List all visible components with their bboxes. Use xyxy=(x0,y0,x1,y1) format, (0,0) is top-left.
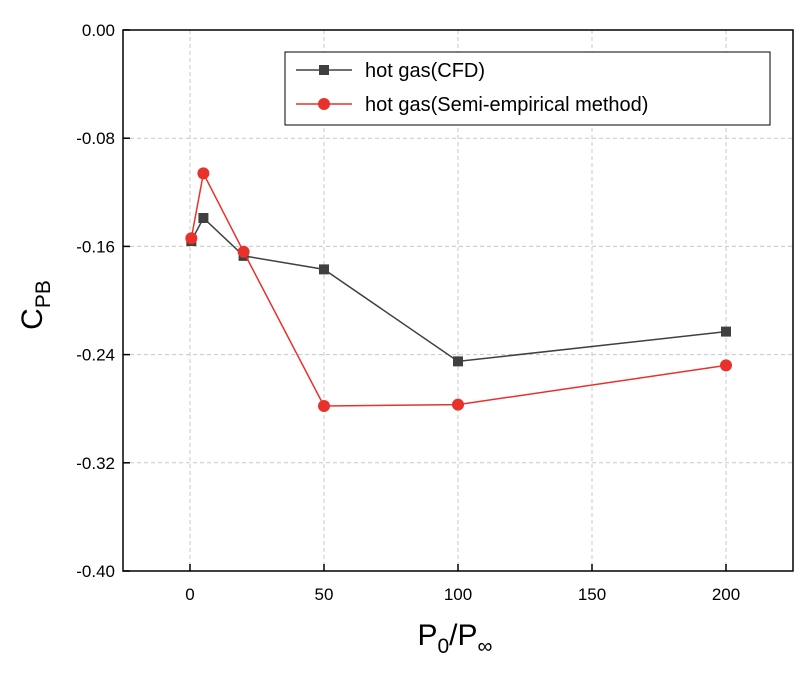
series-point-square xyxy=(198,212,209,223)
axis-ticks: 0 50 100 150 200 0.00 -0.08 -0.16 -0.24 -0.32 -0.4… xyxy=(76,21,740,604)
y-axis-title-main: C xyxy=(16,308,49,330)
series-point-circle xyxy=(197,167,210,180)
series xyxy=(185,167,732,412)
series-point-circle xyxy=(452,398,464,411)
series-point-circle xyxy=(720,359,732,372)
x-tick-label: 150 xyxy=(578,585,606,604)
series-point-square xyxy=(453,356,463,367)
x-tick-label: 200 xyxy=(712,585,740,604)
y-tick-label: -0.40 xyxy=(76,562,115,581)
x-axis-title: P0/P∞ xyxy=(417,619,492,658)
x-tick-label: 0 xyxy=(185,585,194,604)
legend-box xyxy=(284,51,771,126)
y-tick-label: -0.16 xyxy=(76,237,115,256)
legend-label-semi: hot gas(Semi-empirical method) xyxy=(365,94,648,116)
x-tick-label: 100 xyxy=(444,585,472,604)
legend: hot gas(CFD) hot gas(Semi-empirical meth… xyxy=(284,51,771,126)
y-tick-label: -0.24 xyxy=(76,346,115,365)
x-axis-title-sub: 0 xyxy=(437,635,449,658)
y-tick-label: -0.32 xyxy=(76,454,115,473)
x-axis-title-sub2: ∞ xyxy=(478,635,493,658)
x-axis-title-main: P xyxy=(417,619,437,652)
grid-lines xyxy=(123,29,793,572)
legend-label-cfd: hot gas(CFD) xyxy=(365,60,485,82)
series-point-square xyxy=(319,264,329,275)
series-point-circle xyxy=(318,399,330,412)
x-tick-label: 50 xyxy=(315,585,334,604)
series-line-0 xyxy=(190,216,727,363)
legend-marker-semi xyxy=(318,98,330,110)
y-tick-label: 0.00 xyxy=(82,21,115,40)
y-axis-title-sub: PB xyxy=(32,280,55,308)
series-point-square xyxy=(721,326,731,337)
series-point-circle xyxy=(185,232,198,245)
y-tick-label: -0.08 xyxy=(76,129,115,148)
series-point-circle xyxy=(237,245,250,258)
y-axis-title: CPB xyxy=(16,280,55,330)
x-axis-title-sep: /P xyxy=(449,619,477,652)
series-line-1 xyxy=(190,171,727,407)
legend-marker-cfd xyxy=(319,65,329,75)
